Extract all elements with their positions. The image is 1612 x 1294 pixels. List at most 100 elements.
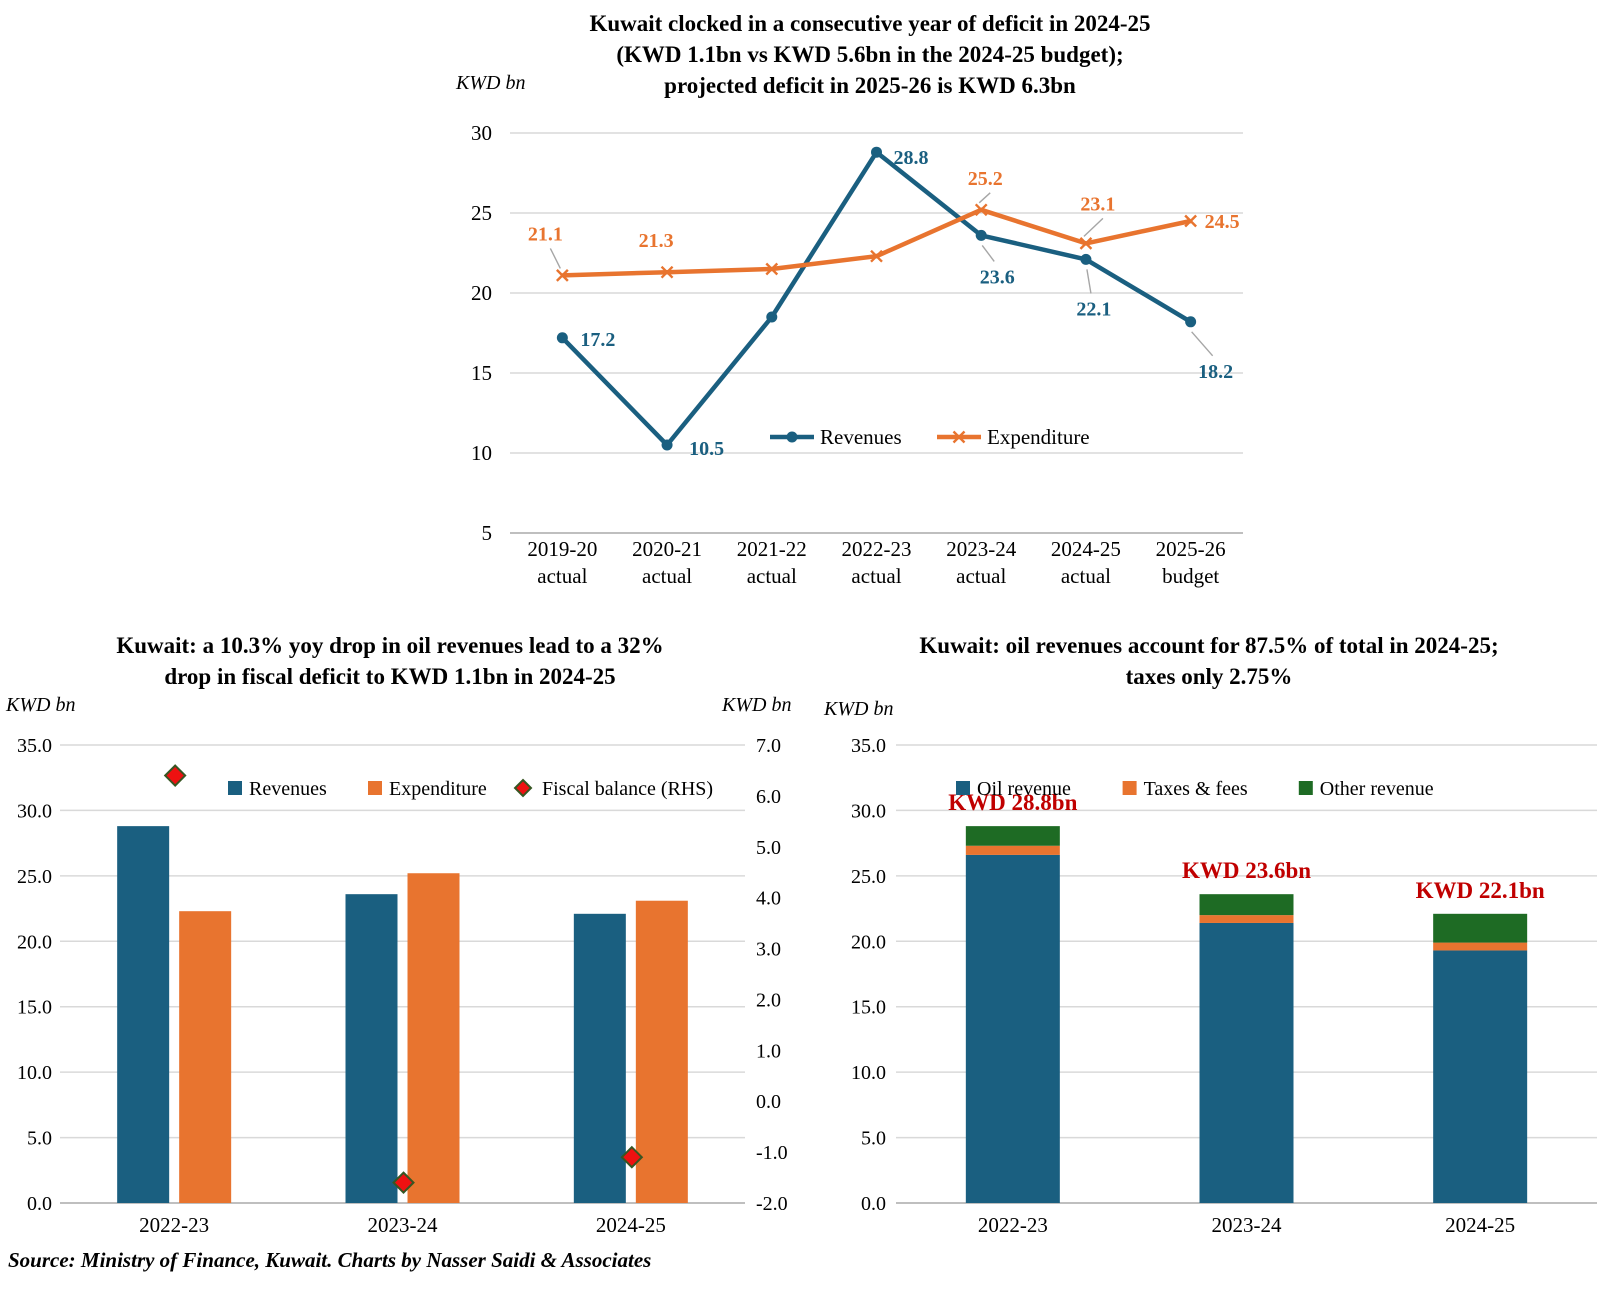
right-tick-label: 0.0: [756, 1091, 781, 1113]
x-marker: [952, 430, 966, 444]
left-tick-label: 35.0: [17, 735, 52, 757]
expenditure-bar: [635, 900, 688, 1203]
x-marker: [1184, 214, 1197, 228]
expenditure-bar: [179, 911, 232, 1203]
leader-line: [1083, 217, 1104, 237]
data-label: 21.1: [528, 223, 563, 245]
legend-swatch: [1122, 781, 1137, 795]
deficit-line-chart-section: Kuwait clocked in a consecutive year of …: [440, 0, 1270, 612]
y-tick-label: 15.0: [851, 997, 886, 1019]
point-marker: [766, 311, 778, 323]
oil-revenue-segment: [1433, 950, 1528, 1203]
left-tick-label: 5.0: [27, 1128, 52, 1150]
x-tick-sublabel: actual: [537, 564, 587, 588]
stacked-chart-title: Kuwait: oil revenues account for 87.5% o…: [814, 630, 1604, 692]
right-tick-label: -1.0: [756, 1142, 788, 1164]
title-line: Kuwait: a 10.3% yoy drop in oil revenues…: [116, 633, 664, 658]
y-tick-label: 5: [482, 521, 493, 545]
fiscal-balance-diamond: [392, 1171, 415, 1195]
legend-label: Revenues: [820, 425, 902, 449]
legend-label: Fiscal balance (RHS): [542, 778, 713, 800]
legend: Revenues Expenditure: [770, 425, 1090, 449]
expenditure-bars: [179, 873, 688, 1203]
data-label: 17.2: [580, 329, 615, 351]
taxes-fees-segment: [1199, 915, 1294, 923]
x-tick-label: 2025-26: [1156, 537, 1226, 561]
y-tick-label: 0.0: [861, 1193, 886, 1215]
right-tick-label: 5.0: [756, 837, 781, 859]
fiscal-balance-diamond: [620, 1145, 644, 1169]
right-tick-label: 3.0: [756, 939, 781, 961]
revenues-bars: [117, 826, 626, 1203]
point-marker: [556, 332, 568, 344]
oil-revenue-segment: [1199, 922, 1294, 1203]
y-tick-label: 15: [471, 361, 492, 385]
x-tick-label: 2024-25: [1445, 1213, 1515, 1237]
point-marker: [871, 146, 882, 158]
y-tick-label: 10.0: [851, 1062, 886, 1084]
right-tick-label: 7.0: [756, 735, 781, 757]
title-line: drop in fiscal deficit to KWD 1.1bn in 2…: [164, 664, 616, 690]
legend-circle-marker: [786, 431, 798, 443]
legend-swatch: [956, 781, 970, 795]
data-label: 24.5: [1205, 211, 1240, 233]
legend-label: Expenditure: [987, 425, 1090, 449]
left-tick-label: 10.0: [17, 1062, 52, 1084]
revenues-bar: [573, 913, 626, 1203]
leader-line: [549, 248, 561, 269]
oil-revenue-segment: [965, 854, 1060, 1203]
legend-diamond-swatch: [513, 778, 533, 798]
legend-swatch: [228, 781, 242, 795]
legend: Revenues Expenditure Fiscal balance (RHS): [228, 778, 713, 800]
x-marker: [870, 249, 883, 263]
fiscal-balance-diamond: [163, 764, 187, 787]
left-tick-label: 25.0: [17, 866, 52, 888]
x-tick-sublabel: actual: [956, 564, 1006, 588]
total-label: KWD 22.1bn: [1416, 878, 1545, 903]
line-chart-plot: 30 25 20 15 10 5 2019-20 actual 2020-21 actual 202…: [471, 121, 1243, 588]
y-axis-unit-label: KWD bn: [824, 698, 894, 720]
x-tick-sublabel: budget: [1162, 564, 1219, 588]
right-tick-label: 6.0: [756, 786, 781, 808]
x-tick-label: 2023-24: [1212, 1213, 1282, 1237]
x-tick-label: 2022-23: [978, 1213, 1048, 1237]
legend-label: Expenditure: [389, 778, 487, 800]
x-marker: [974, 203, 988, 217]
other-revenue-segment: [965, 826, 1060, 846]
title-line: projected deficit in 2025-26 is KWD 6.3b…: [664, 73, 1076, 99]
point-marker: [975, 229, 987, 241]
right-tick-label: -2.0: [756, 1193, 788, 1215]
left-tick-label: 15.0: [17, 997, 52, 1019]
stacked-bar-2024-25: [1433, 913, 1528, 1203]
right-tick-label: 4.0: [756, 888, 781, 910]
total-label: KWD 23.6bn: [1182, 858, 1311, 883]
x-tick-label: 2023-24: [368, 1213, 438, 1237]
y-tick-label: 25.0: [851, 866, 886, 888]
x-tick-label: 2019-20: [527, 537, 597, 561]
taxes-fees-segment: [965, 845, 1060, 855]
taxes-fees-segment: [1433, 942, 1528, 951]
stacked-bar-chart-plot: 35.0 30.0 25.0 20.0 15.0 10.0 5.0 0.0 2022-23 202…: [851, 735, 1597, 1237]
x-tick-sublabel: actual: [747, 564, 797, 588]
leader-line: [981, 244, 995, 262]
x-tick-sublabel: actual: [642, 564, 692, 588]
y-tick-label: 35.0: [851, 735, 886, 757]
y-tick-label: 20: [471, 281, 492, 305]
legend-label: Oil revenue: [977, 778, 1071, 800]
x-tick-sublabel: actual: [851, 564, 901, 588]
x-tick-label: 2020-21: [632, 537, 702, 561]
data-label: 22.1: [1076, 298, 1111, 320]
y-axis-unit-label: KWD bn: [456, 72, 526, 94]
grouped-bar-chart-plot: 35.0 30.0 25.0 20.0 15.0 10.0 5.0 0.0 7.0 6.0 5.0 4…: [17, 735, 788, 1237]
revenues-bar: [345, 894, 398, 1203]
leader-line: [978, 192, 991, 204]
x-tick-sublabel: actual: [1061, 564, 1111, 588]
data-label: 23.6: [980, 266, 1015, 288]
legend-label: Other revenue: [1320, 778, 1434, 800]
y-tick-label: 30: [471, 121, 492, 145]
x-tick-label: 2024-25: [596, 1213, 666, 1237]
title-line: taxes only 2.75%: [1125, 664, 1293, 690]
left-tick-label: 20.0: [17, 931, 52, 953]
x-tick-label: 2022-23: [842, 537, 912, 561]
